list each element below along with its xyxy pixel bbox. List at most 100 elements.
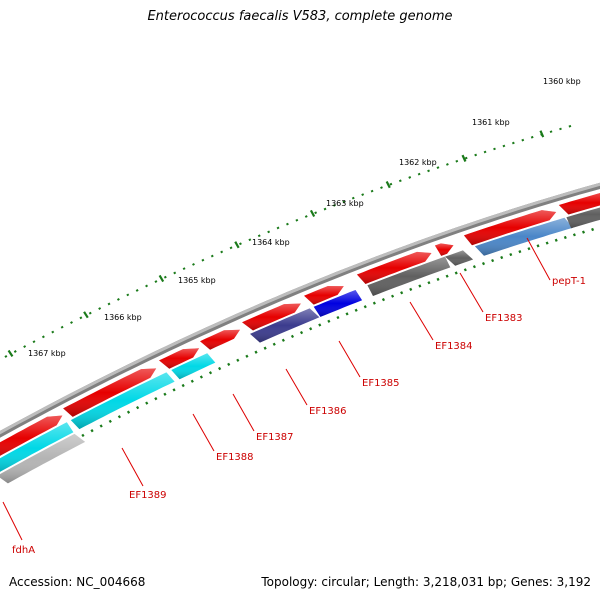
scale-tick-label: 1366 kbp [104, 313, 142, 322]
inner-scale-tick [117, 415, 121, 419]
inner-scale-tick [199, 375, 203, 379]
scale-minor-tick [323, 207, 327, 211]
inner-scale-tick [536, 244, 540, 248]
inner-scale-tick [527, 247, 531, 251]
forward-gene-arrow[interactable] [356, 251, 432, 284]
scale-minor-tick [135, 288, 139, 292]
scale-minor-tick [192, 262, 195, 266]
gene-leader-line [285, 368, 308, 406]
gene-label[interactable]: EF1387 [256, 432, 294, 443]
forward-gene-arrow[interactable] [159, 348, 200, 369]
gene-label[interactable]: EF1384 [435, 341, 473, 352]
inner-scale-tick [572, 233, 576, 237]
inner-scale-tick [581, 230, 585, 234]
gene-arrow-ef1387[interactable] [171, 353, 216, 380]
scale-minor-tick [23, 345, 27, 349]
forward-gene-arrow[interactable] [0, 415, 63, 461]
gene-leader-line [459, 272, 484, 313]
inner-scale-tick [481, 261, 486, 266]
inner-scale-tick [345, 312, 349, 316]
forward-gene-arrow[interactable] [200, 329, 240, 350]
gene-label[interactable]: EF1388 [216, 452, 254, 463]
inner-scale-tick [190, 379, 194, 383]
inner-scale-tick [363, 305, 367, 309]
inner-scale-tick [126, 410, 131, 414]
scale-minor-tick [173, 271, 177, 275]
scale-minor-tick [427, 169, 430, 173]
gene-label[interactable]: fdhA [12, 545, 35, 556]
forward-gene-arrow[interactable] [558, 191, 600, 215]
scale-minor-tick [126, 293, 130, 297]
scale-major-tick [234, 241, 240, 249]
inner-scale-tick [90, 429, 94, 433]
inner-scale-tick [181, 383, 185, 388]
gene-arrow-ef1388[interactable] [70, 372, 175, 430]
gene-label[interactable]: EF1386 [309, 406, 347, 417]
inner-scale-tick [299, 330, 304, 335]
accession-text: Accession: NC_004668 [9, 575, 146, 589]
scale-minor-tick [220, 250, 224, 254]
gene-arrow-ef1385[interactable] [313, 290, 363, 317]
scale-minor-tick [436, 166, 440, 169]
gene-arrow-fdha[interactable] [0, 433, 86, 484]
gene-arrow-ef1389[interactable] [0, 422, 74, 474]
inner-scale-tick [427, 281, 431, 285]
forward-gene-arrow[interactable] [242, 303, 301, 331]
inner-scale-tick [591, 227, 595, 232]
scale-minor-tick [483, 150, 487, 154]
gene-label[interactable]: EF1385 [362, 378, 400, 389]
gene-arrow-pept-1[interactable] [474, 217, 574, 256]
scale-minor-tick [60, 325, 64, 329]
scale-minor-tick [145, 284, 149, 288]
scale-minor-tick [267, 230, 271, 234]
inner-scale-tick [327, 319, 331, 323]
inner-scale-tick [445, 274, 449, 278]
gene-arrow-ef1384[interactable] [367, 256, 451, 296]
inner-scale-tick [554, 238, 558, 242]
inner-scale-tick [563, 235, 567, 240]
forward-strand-layer [0, 191, 600, 461]
gene-leader-line [338, 340, 361, 378]
inner-scale-tick [272, 342, 276, 346]
inner-scale-tick [290, 334, 295, 339]
gene-leader-line [2, 501, 23, 541]
scale-minor-tick [257, 234, 261, 238]
scale-tick-label: 1360 kbp [543, 77, 581, 86]
scale-minor-tick [521, 138, 525, 142]
gene-arrow-ef1383[interactable] [445, 250, 474, 266]
inner-scale-tick [354, 308, 358, 312]
inner-scale-tick [254, 350, 258, 354]
scale-minor-tick [116, 297, 120, 301]
scale-minor-tick [51, 330, 55, 334]
gene-label[interactable]: pepT-1 [552, 276, 586, 287]
inner-scale-tick [99, 424, 103, 428]
forward-gene-arrow[interactable] [463, 210, 557, 246]
forward-gene-arrow[interactable] [434, 243, 454, 256]
inner-scale-tick [545, 241, 549, 245]
scale-minor-tick [351, 196, 355, 200]
scale-minor-tick [32, 340, 36, 344]
scale-minor-tick [464, 156, 468, 160]
scale-minor-tick [342, 200, 346, 204]
scale-major-tick [539, 130, 545, 138]
inner-scale-tick [463, 268, 467, 272]
inner-scale-tick [108, 419, 112, 423]
scale-minor-tick [41, 335, 45, 339]
scale-minor-tick [4, 355, 8, 358]
genome-summary-text: Topology: circular; Length: 3,218,031 bp… [261, 575, 591, 589]
scale-minor-tick [229, 246, 233, 250]
gene-arrow-ef1386[interactable] [250, 308, 320, 343]
gene-label[interactable]: EF1389 [129, 490, 167, 501]
gene-arrow-offscreen[interactable] [566, 200, 600, 229]
inner-scale-tick [336, 315, 340, 320]
scale-major-tick [309, 209, 316, 218]
forward-gene-arrow[interactable] [304, 286, 344, 305]
inner-scale-tick [400, 291, 404, 295]
forward-gene-arrow[interactable] [63, 368, 157, 417]
scale-minor-tick [295, 218, 299, 222]
map-title: Enterococcus faecalis V583, complete gen… [147, 9, 453, 24]
inner-scale-tick [227, 362, 231, 367]
gene-label[interactable]: EF1383 [485, 313, 523, 324]
inner-scale-tick [236, 358, 240, 362]
